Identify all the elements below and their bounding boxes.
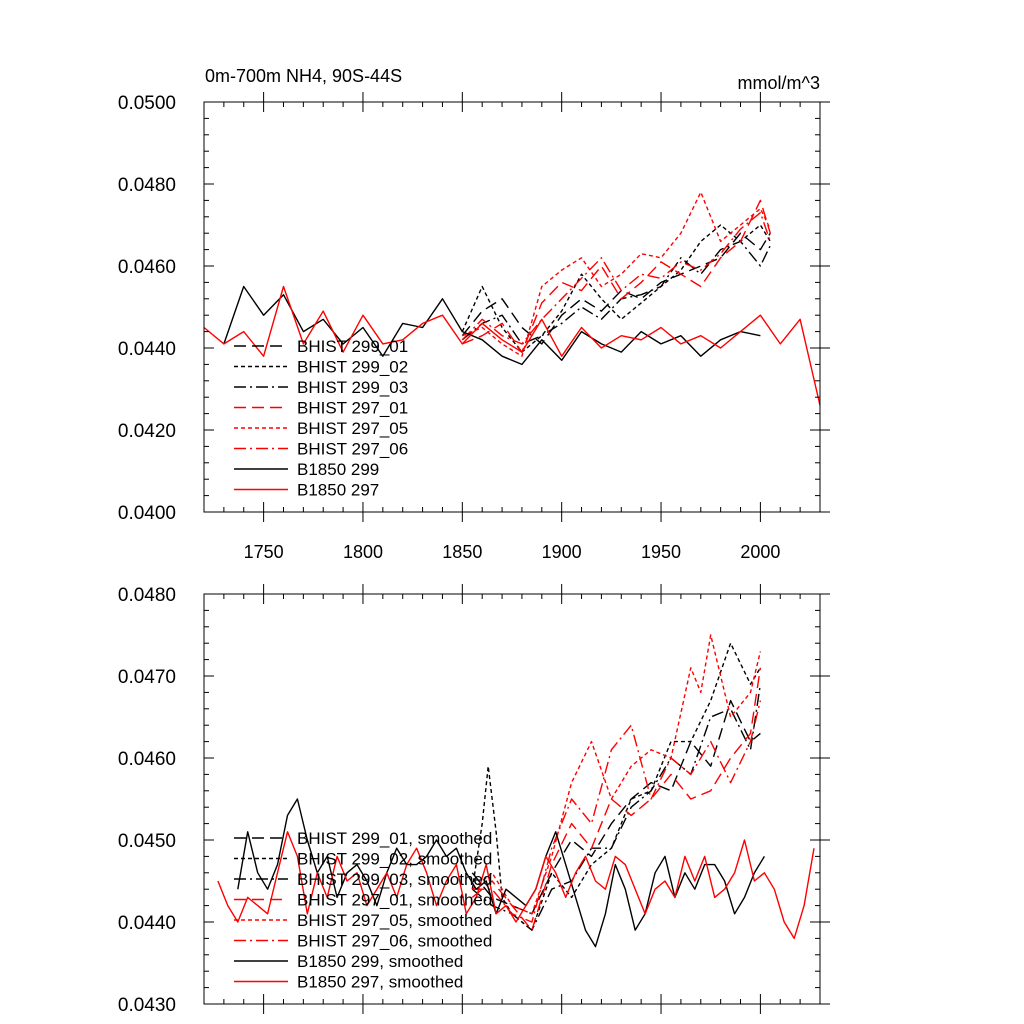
bottom-series-line-3 — [471, 667, 762, 931]
bottom-legend-label-0: BHIST 299_01, smoothed — [297, 829, 492, 848]
bottom-series-line-0 — [471, 699, 761, 915]
top-legend-label-5: BHIST 297_06 — [297, 440, 408, 459]
bottom-legend-label-1: BHIST 299_02, smoothed — [297, 850, 492, 869]
units-label: mmol/m^3 — [738, 73, 820, 93]
top-x-tick-label: 2000 — [740, 542, 780, 562]
top-y-tick-label: 0.0500 — [118, 93, 176, 114]
bottom-series-line-1 — [471, 642, 761, 931]
top-y-tick-label: 0.0440 — [118, 339, 176, 360]
top-series-line-1 — [461, 224, 771, 353]
top-legend-label-2: BHIST 299_03 — [297, 378, 408, 397]
chart-title: 0m-700m NH4, 90S-44S — [205, 66, 402, 86]
top-y-tick-label: 0.0400 — [118, 503, 176, 524]
top-series-group — [204, 191, 820, 406]
bottom-y-tick-label: 0.0460 — [118, 749, 176, 770]
top-series-line-7 — [204, 285, 820, 406]
top-x-tick-label: 1850 — [442, 542, 482, 562]
bottom-legend-label-4: BHIST 297_05, smoothed — [297, 911, 492, 930]
top-legend-label-4: BHIST 297_05 — [297, 419, 408, 438]
top-y-tick-label: 0.0420 — [118, 421, 176, 442]
bottom-legend-label-5: BHIST 297_06, smoothed — [297, 932, 492, 951]
bottom-series-group — [217, 634, 815, 948]
top-x-tick-label: 1750 — [244, 542, 284, 562]
top-x-tick-label: 1900 — [542, 542, 582, 562]
top-series-line-5 — [461, 211, 771, 345]
bottom-plot-frame — [203, 593, 821, 1005]
bottom-y-tick-label: 0.0470 — [118, 667, 176, 688]
top-series-line-0 — [461, 232, 771, 345]
bottom-y-tick-label: 0.0450 — [118, 831, 176, 852]
bottom-legend-label-2: BHIST 299_03, smoothed — [297, 870, 492, 889]
top-series-line-2 — [461, 240, 771, 345]
top-y-tick-label: 0.0460 — [118, 257, 176, 278]
top-series-line-3 — [462, 199, 771, 353]
bottom-series-line-2 — [471, 684, 762, 931]
bottom-y-tick-label: 0.0440 — [118, 913, 176, 934]
bottom-series-line-4 — [471, 634, 762, 915]
top-plot-frame — [203, 101, 821, 513]
bottom-legend-label-7: B1850 297, smoothed — [297, 973, 463, 992]
top-x-tick-label: 1800 — [343, 542, 383, 562]
top-legend-label-7: B1850 297 — [297, 481, 379, 500]
bottom-legend: BHIST 299_01, smoothed BHIST 299_02, smoo… — [234, 829, 492, 992]
top-panel: 1750 1800 1850 1900 1950 2000 0.0400 0.0420 0.04… — [118, 92, 830, 562]
bottom-series-line-7 — [217, 831, 815, 940]
bottom-y-tick-label: 0.0430 — [118, 995, 176, 1016]
bottom-series-line-5 — [472, 700, 762, 923]
bottom-legend-label-6: B1850 299, smoothed — [297, 952, 463, 971]
top-x-tick-label: 1950 — [641, 542, 681, 562]
bottom-legend-label-3: BHIST 297_01, smoothed — [297, 891, 492, 910]
top-y-tick-label: 0.0480 — [118, 175, 176, 196]
top-legend-label-1: BHIST 299_02 — [297, 358, 408, 377]
top-legend-label-6: B1850 299 — [297, 460, 379, 479]
top-series-line-6 — [223, 285, 761, 366]
bottom-panel: 0.0430 0.0440 0.0450 0.0460 0.0470 0.0480 BHIS… — [118, 584, 830, 1016]
bottom-y-tick-label: 0.0480 — [118, 585, 176, 606]
top-legend-label-3: BHIST 297_01 — [297, 399, 408, 418]
top-legend-label-0: BHIST 299_01 — [297, 337, 408, 356]
